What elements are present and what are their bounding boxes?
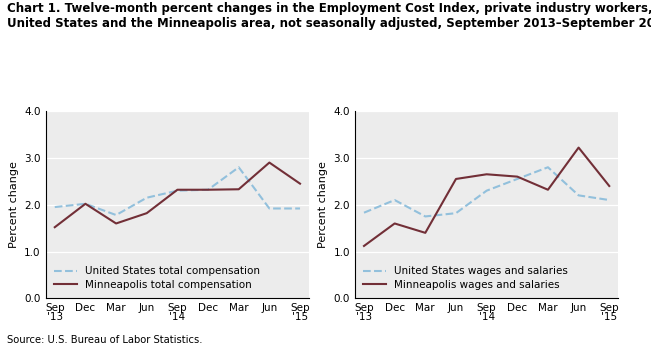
- Text: Source: U.S. Bureau of Labor Statistics.: Source: U.S. Bureau of Labor Statistics.: [7, 335, 202, 345]
- Text: Chart 1. Twelve-month percent changes in the Employment Cost Index, private indu: Chart 1. Twelve-month percent changes in…: [7, 2, 651, 30]
- Legend: United States total compensation, Minneapolis total compensation: United States total compensation, Minnea…: [51, 263, 263, 293]
- Y-axis label: Percent change: Percent change: [8, 161, 19, 248]
- Legend: United States wages and salaries, Minneapolis wages and salaries: United States wages and salaries, Minnea…: [360, 263, 572, 293]
- Y-axis label: Percent change: Percent change: [318, 161, 328, 248]
